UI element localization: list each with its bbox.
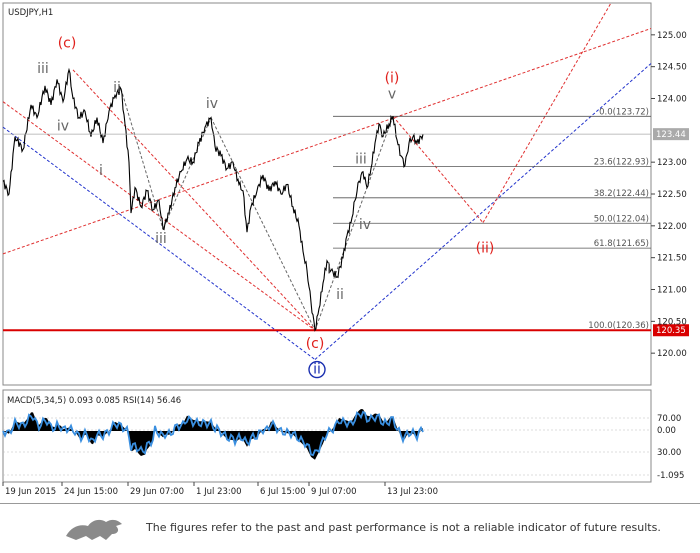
- fib-label-2: 38.2(122.44): [594, 189, 649, 199]
- main-plot-frame: [2, 2, 652, 386]
- support-price-tag: [653, 324, 689, 337]
- gray-dotted-wave-iv: [162, 117, 212, 230]
- red-dotted-projection: [482, 2, 612, 223]
- wave-label-11: v: [388, 87, 396, 103]
- red-dotted-wave-ii-down: [392, 116, 484, 223]
- fib-label-4: 61.8(121.65): [594, 239, 649, 249]
- y-tick-4: 123.00: [657, 158, 687, 168]
- y-tick-0: 125.00: [657, 31, 687, 41]
- wave-label-15: ii: [313, 362, 321, 378]
- red-dotted-downtrend: [2, 101, 316, 331]
- forex-chart: 0.0(123.72) 23.6(122.93) 38.2(122.44) 50.0(…: [2, 2, 689, 497]
- fib-label-0: 0.0(123.72): [599, 107, 649, 117]
- wave-label-8: ii: [336, 287, 344, 303]
- x-tick-1: 24 Jun 15:00: [64, 487, 118, 497]
- wave-label-3: ii: [113, 80, 121, 96]
- x-tick-2: 29 Jun 07:00: [130, 487, 184, 497]
- y-tick-7: 121.50: [657, 254, 687, 264]
- red-dotted-upper-channel: [2, 27, 652, 255]
- wave-label-0: (c): [58, 36, 77, 52]
- y-tick-1: 124.50: [657, 63, 687, 73]
- red-dotted-c-leg: [72, 69, 316, 331]
- wave-label-9: iii: [355, 151, 367, 167]
- current-price-tag: [653, 128, 689, 141]
- y-tick-10: 120.00: [657, 349, 687, 359]
- x-tick-4: 6 Jul 15:00: [260, 487, 306, 497]
- gray-dotted-impulse: [314, 116, 394, 331]
- wave-label-7: i: [327, 262, 331, 278]
- fibonacci-levels: 0.0(123.72) 23.6(122.93) 38.2(122.44) 50.0(…: [333, 107, 651, 331]
- y-tick-5: 122.50: [657, 190, 687, 200]
- ind-tick-1: 0.00: [657, 426, 676, 436]
- x-tick-0: 19 Jun 2015: [5, 487, 56, 497]
- price-axis: 125.00 124.50 124.00 123.00 122.50 122.00 121.…: [651, 31, 687, 359]
- ind-tick-2: 30.00: [657, 448, 681, 458]
- y-tick-6: 122.00: [657, 222, 687, 232]
- price-series: 123.44 120.35: [2, 67, 689, 337]
- wave-label-1: iii: [37, 61, 49, 77]
- gray-dotted-wave-v: [210, 117, 316, 331]
- wave-label-14: (ii): [476, 241, 495, 257]
- bull-logo-icon: [66, 519, 122, 540]
- time-axis: 19 Jun 2015 24 Jun 15:00 29 Jun 07:00 1 Jul…: [2, 482, 438, 497]
- wave-label-5: iii: [155, 231, 167, 247]
- support-price-text: 120.35: [656, 326, 686, 336]
- symbol-label: USDJPY,H1: [8, 8, 53, 18]
- x-tick-6: 13 Jul 23:00: [387, 487, 438, 497]
- wave-label-10: iv: [359, 217, 371, 233]
- disclaimer-footer: The figures refer to the past and past p…: [0, 503, 700, 553]
- current-price-text: 123.44: [656, 130, 686, 140]
- macd-histogram: [3, 408, 423, 460]
- wave-circle-15: [308, 360, 326, 379]
- reference-lines: [2, 2, 652, 360]
- wave-label-13: (c): [306, 336, 325, 352]
- y-tick-2: 124.00: [657, 95, 687, 105]
- y-tick-9: 120.50: [657, 317, 687, 327]
- indicator-label: MACD(5,34,5) 0.093 0.085 RSI(14) 56.46: [7, 396, 181, 406]
- ind-tick-0: 70.00: [657, 414, 681, 424]
- x-tick-5: 9 Jul 07:00: [311, 487, 357, 497]
- x-tick-3: 1 Jul 23:00: [196, 487, 242, 497]
- indicator-panel: 70.00 0.00 30.00 -1.095: [2, 408, 684, 481]
- fib-label-3: 50.0(122.04): [594, 214, 649, 224]
- fib-label-5: 100.0(120.36): [588, 321, 649, 331]
- fib-label-1: 23.6(122.93): [594, 158, 649, 168]
- ind-tick-3: -1.095: [657, 471, 684, 481]
- wave-label-4: i: [99, 163, 103, 179]
- wave-label-6: iv: [206, 96, 218, 112]
- wave-label-12: (i): [385, 71, 400, 87]
- wave-label-2: iv: [57, 118, 69, 134]
- rsi-line: [2, 410, 424, 457]
- y-tick-8: 121.00: [657, 286, 687, 296]
- disclaimer-text: The figures refer to the past and past p…: [146, 521, 661, 534]
- price-line: [2, 67, 424, 332]
